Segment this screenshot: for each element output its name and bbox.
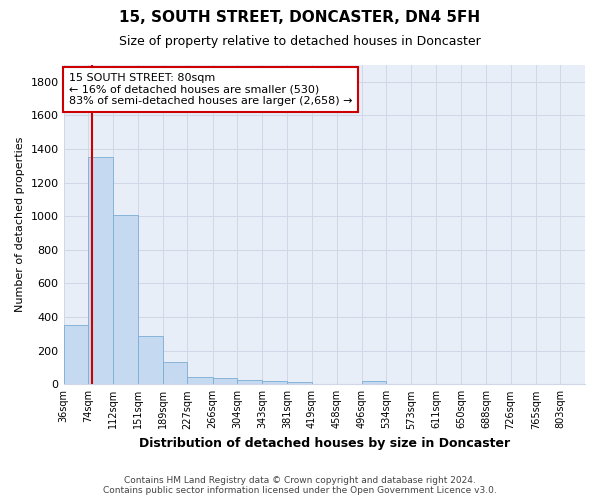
Bar [262, 381, 287, 384]
Bar [287, 382, 311, 384]
Bar [138, 336, 163, 384]
Text: Contains HM Land Registry data © Crown copyright and database right 2024.
Contai: Contains HM Land Registry data © Crown c… [103, 476, 497, 495]
Text: 15 SOUTH STREET: 80sqm
← 16% of detached houses are smaller (530)
83% of semi-de: 15 SOUTH STREET: 80sqm ← 16% of detached… [69, 73, 352, 106]
Text: Size of property relative to detached houses in Doncaster: Size of property relative to detached ho… [119, 35, 481, 48]
Bar [113, 214, 138, 384]
Bar [212, 378, 237, 384]
Bar [362, 381, 386, 384]
Bar [64, 324, 88, 384]
X-axis label: Distribution of detached houses by size in Doncaster: Distribution of detached houses by size … [139, 437, 510, 450]
Text: 15, SOUTH STREET, DONCASTER, DN4 5FH: 15, SOUTH STREET, DONCASTER, DN4 5FH [119, 10, 481, 25]
Y-axis label: Number of detached properties: Number of detached properties [15, 137, 25, 312]
Bar [88, 158, 113, 384]
Bar [187, 376, 212, 384]
Bar [163, 362, 187, 384]
Bar [237, 380, 262, 384]
